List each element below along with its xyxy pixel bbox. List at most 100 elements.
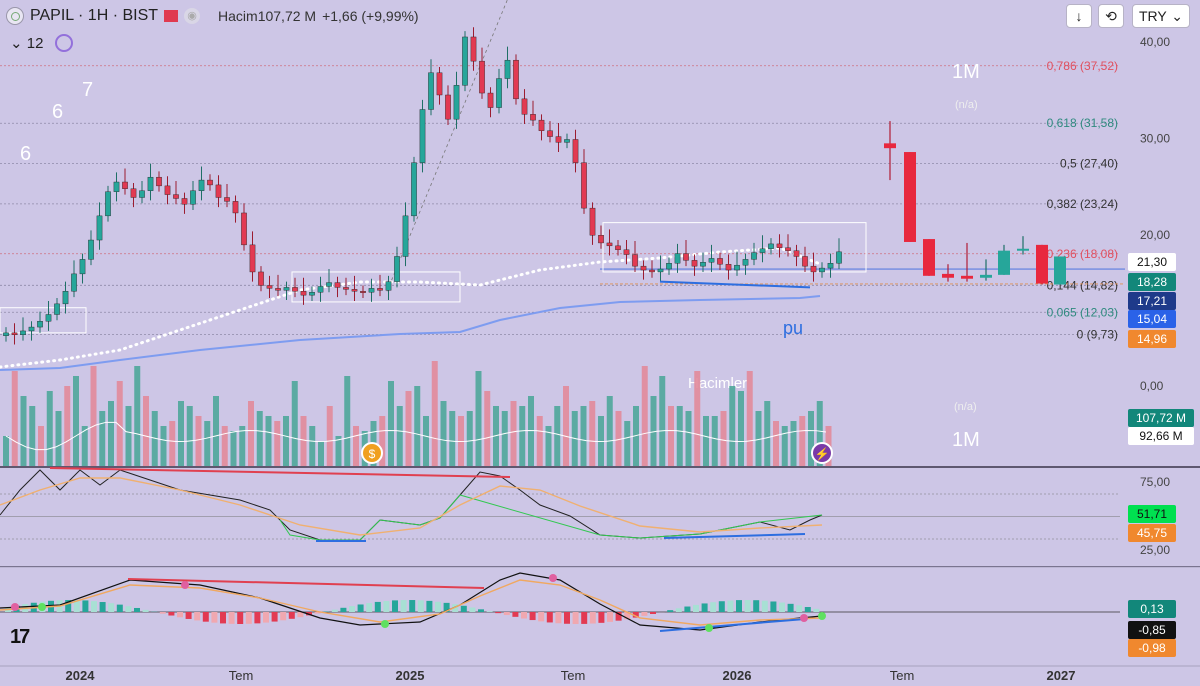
oscillator-tag-bg (1128, 505, 1176, 523)
macd-histogram-bar (460, 605, 467, 612)
candle-body (20, 330, 26, 336)
volume-bar (405, 391, 412, 466)
volume-bar (580, 406, 587, 466)
candle-body (785, 247, 791, 251)
chart-annotation: (n/a) (954, 401, 977, 413)
macd-histogram-bar (813, 608, 820, 612)
macd-histogram-bar (529, 612, 536, 621)
volume-bar (90, 366, 97, 466)
candle-body (309, 292, 315, 296)
visibility-icon[interactable]: ◉ (184, 8, 201, 24)
macd-histogram-bar (469, 607, 476, 612)
macd-histogram-bar (142, 609, 149, 612)
macd-tag-bg (1128, 621, 1176, 639)
macd-histogram-bar (761, 600, 768, 612)
candle-body (649, 269, 655, 273)
candle-body (300, 291, 307, 296)
time-axis-tick: 2025 (396, 668, 425, 683)
macd-histogram-bar (194, 612, 201, 621)
volume-bar (326, 406, 333, 466)
volume-bar (589, 401, 596, 466)
candle-body (436, 72, 443, 96)
divergence-line (663, 533, 806, 539)
macd-histogram-bar (503, 612, 510, 616)
candle-body (538, 119, 545, 131)
volume-bar (388, 381, 394, 466)
macd-histogram-bar (400, 600, 407, 612)
projection-candle-body (1017, 248, 1029, 251)
candle-body (555, 136, 562, 143)
candle-body (360, 291, 366, 293)
volume-bar (816, 401, 823, 466)
sync-icon[interactable] (55, 34, 74, 52)
macd-histogram-bar (770, 601, 777, 612)
macd-histogram-bar (555, 612, 562, 624)
divergence-line (49, 467, 511, 478)
flag-icon[interactable] (164, 10, 179, 22)
macd-cross-dot (800, 614, 808, 622)
macd-histogram-bar (409, 600, 416, 612)
macd-histogram-bar (727, 600, 734, 612)
chart-annotation: 6 (20, 143, 31, 165)
candle-body (232, 201, 239, 214)
volume-bar (318, 441, 324, 466)
macd-histogram-bar (159, 612, 166, 614)
macd-histogram-bar (91, 601, 97, 612)
candle-body (623, 249, 630, 255)
symbol-title[interactable]: PAPIL · 1H · BIST (30, 7, 159, 24)
macd-histogram-bar (306, 612, 312, 616)
macd-signal-line (0, 579, 823, 626)
fullscreen-button[interactable]: ⟲ (1098, 4, 1124, 28)
pane-separator (0, 466, 1200, 468)
collapse-indicators-button[interactable]: ⌄ 12 (10, 35, 44, 52)
macd-histogram-bar (65, 600, 72, 612)
download-button[interactable]: ↓ (1066, 4, 1092, 28)
chart-annotation: 1M (952, 61, 980, 83)
candle-body (266, 285, 273, 289)
macd-histogram-bar (134, 607, 140, 612)
macd-histogram-bar (288, 612, 295, 619)
candle-body (581, 162, 587, 209)
candle-body (657, 268, 664, 273)
macd-histogram-bar (693, 604, 699, 612)
pane-separator (0, 566, 1200, 568)
candle-body (725, 264, 732, 271)
candle-body (198, 179, 205, 191)
macd-histogram-bar (478, 609, 484, 612)
volume-bar (239, 426, 246, 466)
volume-bar (676, 406, 683, 466)
macd-histogram-bar (125, 606, 132, 612)
chart-annotation: pu (783, 318, 803, 338)
macd-histogram-bar (736, 600, 742, 612)
macd-histogram-bar (452, 604, 459, 612)
currency-select[interactable]: TRY ⌄ (1132, 4, 1190, 28)
divergence-line (659, 618, 806, 632)
candle-body (28, 326, 35, 332)
volume-bar (274, 421, 281, 466)
time-axis-tick: Tem (890, 668, 915, 683)
macd-histogram-bar (211, 612, 218, 623)
volume-bar (808, 411, 814, 466)
macd-histogram-bar (521, 612, 527, 619)
volume-bar (283, 416, 289, 466)
candle-body (275, 288, 281, 291)
volume-bar (414, 386, 421, 466)
price-tag-bg (1128, 292, 1176, 310)
volume-bar (606, 396, 613, 466)
volume-bar (773, 421, 779, 466)
volume-ma-line (5, 421, 827, 451)
volume-bar (3, 436, 9, 466)
candle-body (156, 176, 162, 187)
price-tag-bg (1128, 253, 1176, 271)
macd-histogram-bar (581, 612, 588, 624)
macd-histogram-bar (607, 612, 613, 622)
fib-level-label: 0,065 (12,03) (1047, 305, 1118, 319)
candle-body (691, 260, 698, 267)
volume-bar (624, 421, 631, 466)
volume-bar (186, 406, 193, 466)
macd-histogram-bar (263, 612, 269, 623)
volume-bar (519, 406, 526, 466)
macd-cross-dot (11, 603, 19, 611)
macd-histogram-bar (82, 600, 89, 612)
